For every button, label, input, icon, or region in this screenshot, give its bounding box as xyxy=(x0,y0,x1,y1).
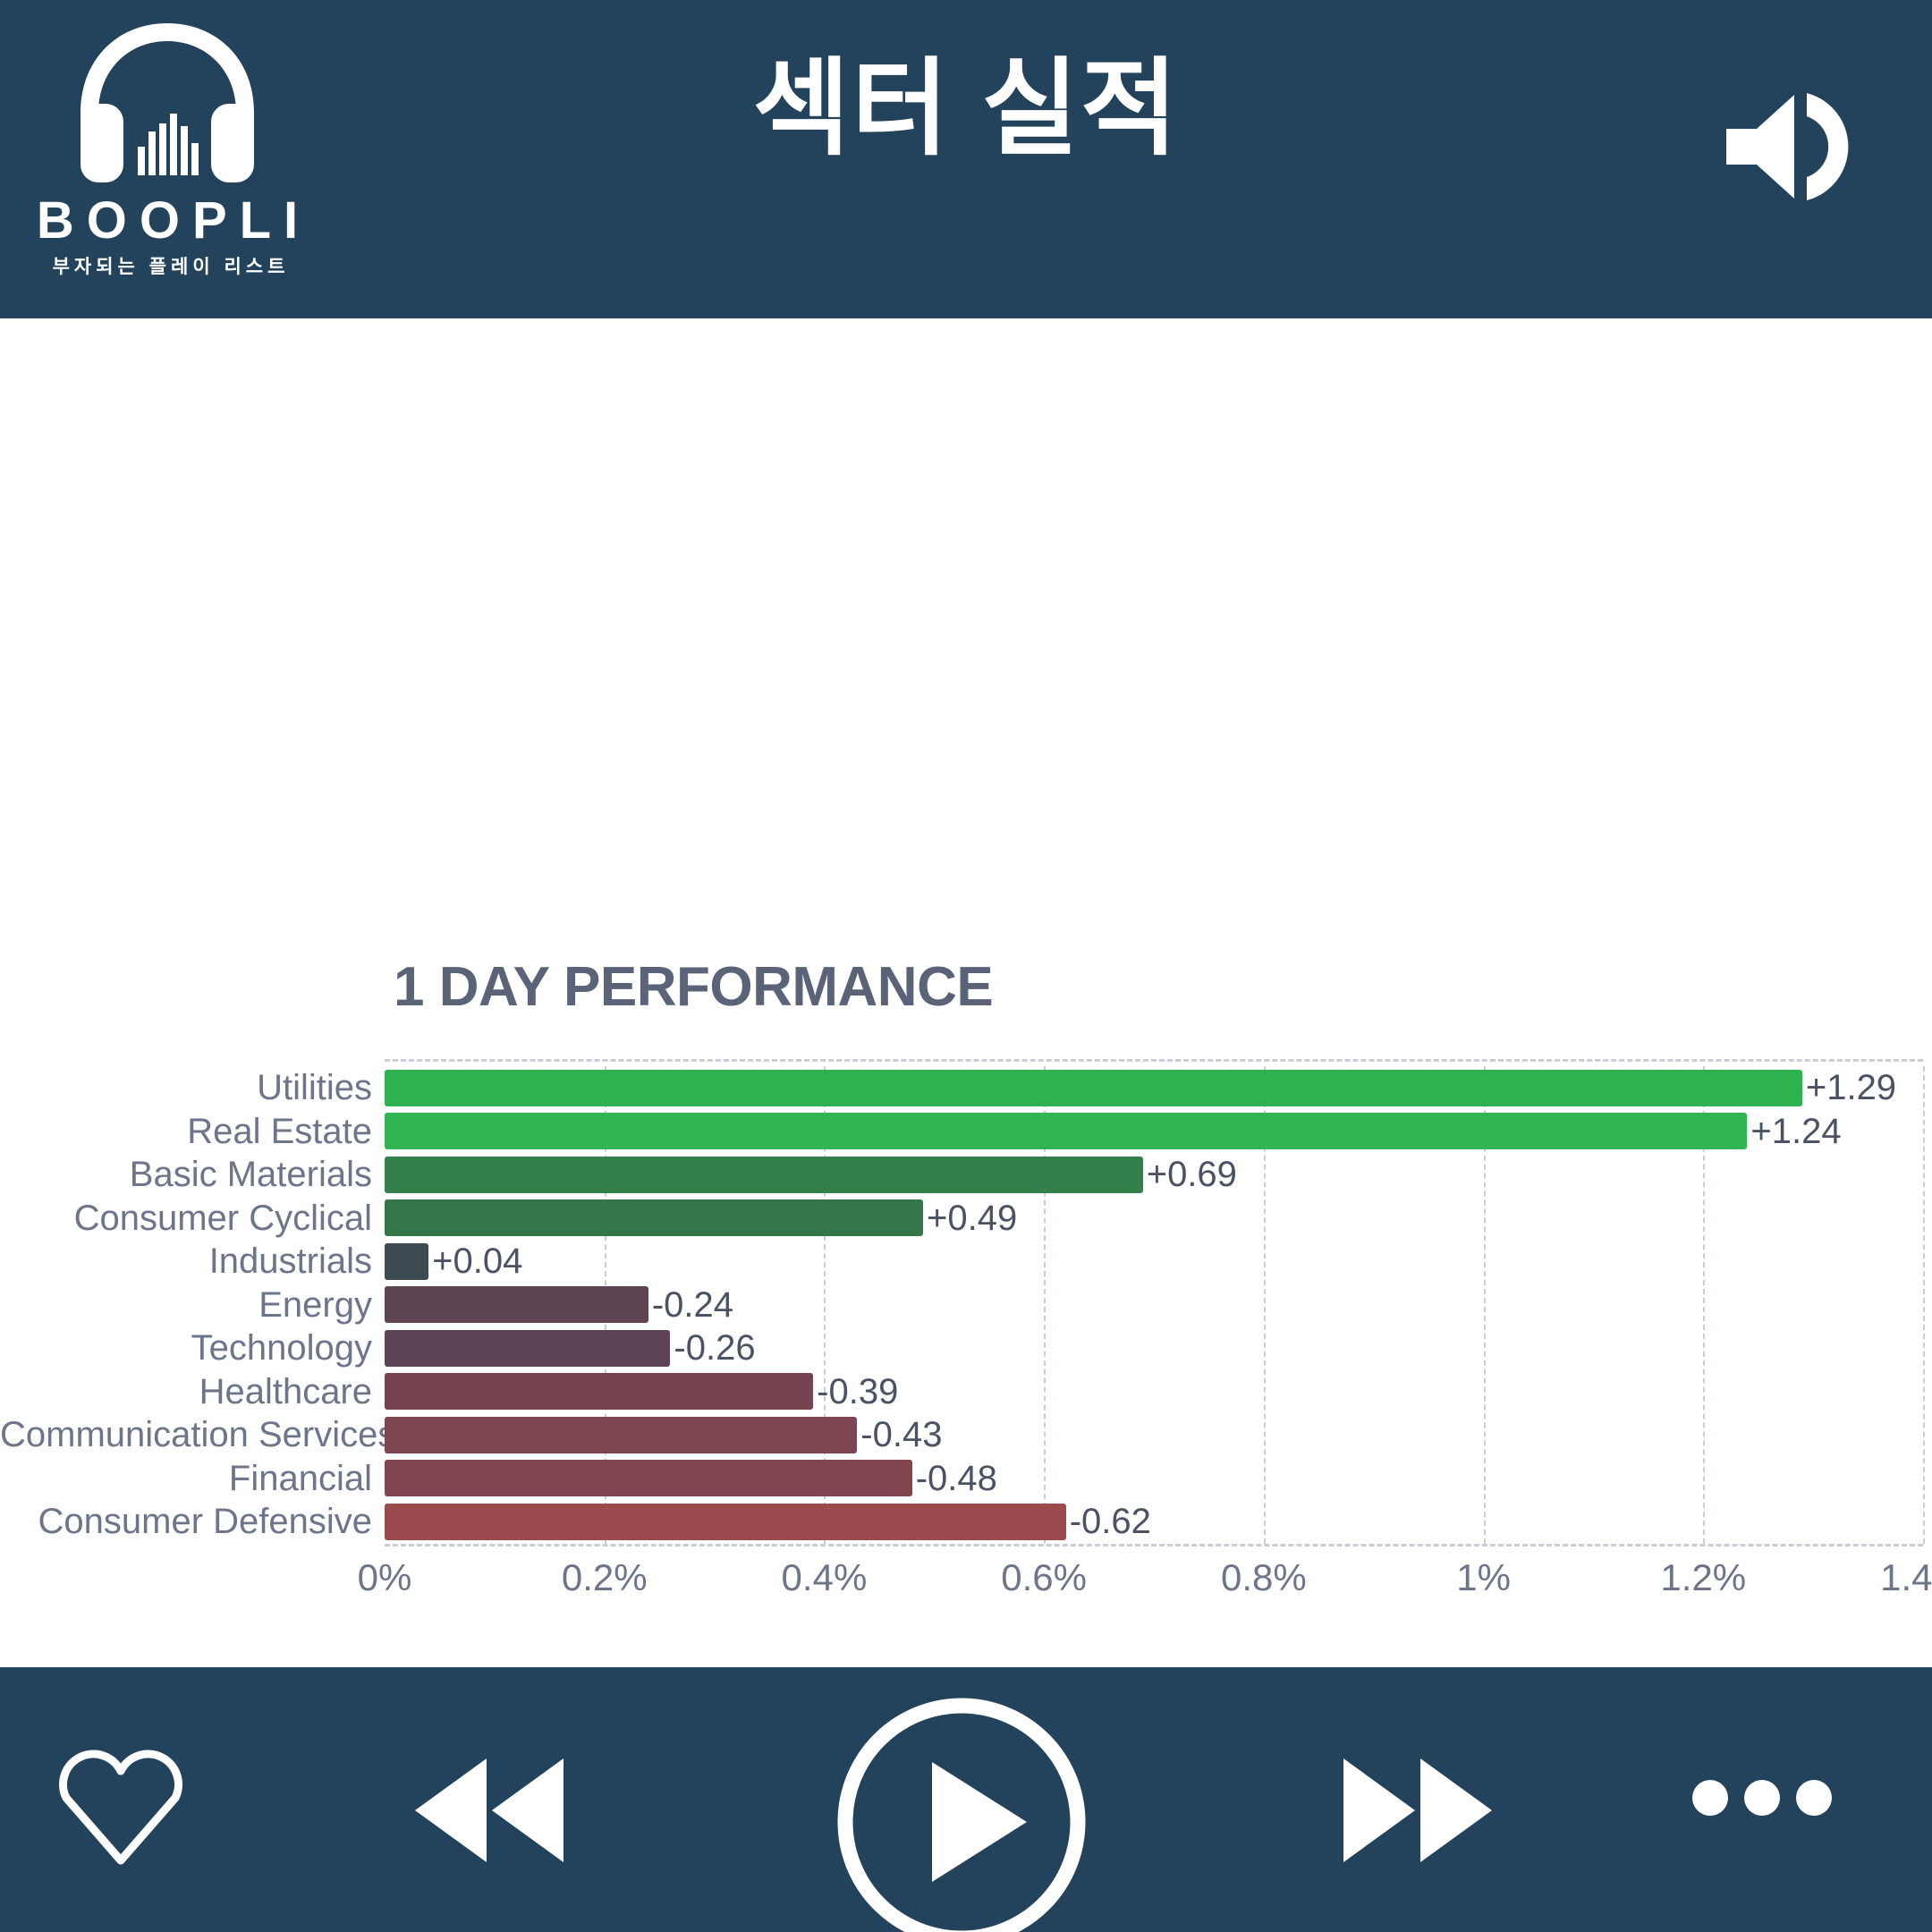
bar-track: -0.24 xyxy=(385,1284,1932,1327)
headphones-logo-icon xyxy=(80,23,254,182)
bar-value-label: -0.24 xyxy=(651,1284,734,1325)
bar-track: -0.48 xyxy=(385,1457,1932,1501)
bar[interactable] xyxy=(385,1373,814,1411)
bar-category-label: Consumer Cyclical xyxy=(73,1198,372,1238)
bar-category-label: Energy xyxy=(258,1284,372,1325)
previous-button[interactable] xyxy=(413,1757,565,1864)
bar-value-label: +1.24 xyxy=(1750,1111,1842,1151)
bar[interactable] xyxy=(385,1329,671,1367)
bar-category-label: Basic Materials xyxy=(129,1155,372,1195)
like-button[interactable] xyxy=(54,1746,188,1867)
volume-button[interactable] xyxy=(1719,84,1862,209)
bar-category-label: Healthcare xyxy=(199,1371,372,1411)
bar-row[interactable]: Consumer Defensive -0.62 xyxy=(0,1500,1932,1544)
gridline xyxy=(1044,1066,1046,1544)
performance-chart: 1 DAY PERFORMANCE Utilities +1.29 Real Est… xyxy=(0,318,1932,1667)
plot-top-border xyxy=(385,1059,1923,1062)
plot-area: Utilities +1.29 Real Estate +1.24 Basic Mate… xyxy=(0,1059,1932,1598)
bar-row[interactable]: Consumer Cyclical +0.49 xyxy=(0,1197,1932,1241)
bar-track: -0.62 xyxy=(385,1500,1932,1544)
next-button[interactable] xyxy=(1342,1757,1494,1864)
bar-track: +0.49 xyxy=(385,1197,1932,1241)
bar-track: +0.04 xyxy=(385,1240,1932,1284)
brand-name: BOOPLI xyxy=(36,191,311,250)
x-axis-tick: 1.4% xyxy=(1880,1556,1932,1598)
play-button[interactable] xyxy=(832,1692,1091,1932)
x-axis-tick: 1% xyxy=(1456,1556,1511,1598)
speaker-volume-icon xyxy=(1726,93,1849,200)
bar-value-label: -0.43 xyxy=(860,1415,943,1455)
bar[interactable] xyxy=(385,1503,1066,1540)
more-button[interactable] xyxy=(1690,1780,1834,1816)
bar-row[interactable]: Real Estate +1.24 xyxy=(0,1110,1932,1154)
bar-value-label: +1.29 xyxy=(1805,1068,1897,1108)
bar[interactable] xyxy=(385,1113,1748,1150)
bar-category-label: Financial xyxy=(228,1458,372,1498)
bar-value-label: -0.48 xyxy=(915,1458,997,1498)
player-controls xyxy=(0,1667,1932,1932)
bar[interactable] xyxy=(385,1242,429,1280)
chart-title: 1 DAY PERFORMANCE xyxy=(394,956,994,1018)
page-title: 섹터 실적 xyxy=(752,50,1180,168)
gridline xyxy=(824,1066,826,1544)
bar-track: -0.39 xyxy=(385,1370,1932,1414)
brand-logo: BOOPLI 부자되는 플레이 리스트 xyxy=(20,13,315,276)
bar[interactable] xyxy=(385,1416,858,1453)
x-axis: 0% 0.2% 0.4% 0.6% 0.8% 1% 1.2% 1.4% xyxy=(358,1556,1932,1610)
gridline xyxy=(1263,1066,1266,1544)
bar-row[interactable]: Technology -0.26 xyxy=(0,1326,1932,1370)
bar-category-label: Communication Services xyxy=(0,1415,396,1455)
bar-value-label: -0.39 xyxy=(817,1371,899,1411)
bar-row[interactable]: Financial -0.48 xyxy=(0,1457,1932,1501)
ellipsis-icon xyxy=(1692,1780,1832,1816)
bar[interactable] xyxy=(385,1460,912,1497)
gridline xyxy=(1923,1066,1925,1544)
fast-forward-icon xyxy=(1343,1758,1492,1862)
bar-value-label: +0.04 xyxy=(432,1241,523,1282)
x-axis-tick: 0% xyxy=(357,1556,412,1598)
bar-track: -0.26 xyxy=(385,1326,1932,1370)
bar[interactable] xyxy=(385,1156,1143,1193)
bar-row[interactable]: Healthcare -0.39 xyxy=(0,1370,1932,1414)
gridline xyxy=(1703,1066,1706,1544)
plot-bottom-border xyxy=(385,1544,1923,1546)
bar[interactable] xyxy=(385,1199,923,1237)
rewind-icon xyxy=(415,1758,564,1862)
x-axis-tick: 0.2% xyxy=(561,1556,648,1598)
bar-row[interactable]: Industrials +0.04 xyxy=(0,1240,1932,1284)
bar-rows: Utilities +1.29 Real Estate +1.24 Basic Mate… xyxy=(0,1066,1932,1544)
bar-category-label: Technology xyxy=(191,1328,372,1368)
bar-track: -0.43 xyxy=(385,1413,1932,1457)
chart-body: 1 DAY PERFORMANCE Utilities +1.29 Real Est… xyxy=(0,318,1932,1667)
x-axis-tick: 0.4% xyxy=(781,1556,868,1598)
bar-row[interactable]: Basic Materials +0.69 xyxy=(0,1153,1932,1197)
bar-category-label: Real Estate xyxy=(187,1111,372,1151)
bar-category-label: Industrials xyxy=(208,1241,372,1282)
x-axis-tick: 1.2% xyxy=(1660,1556,1747,1598)
bar-value-label: +0.49 xyxy=(927,1198,1018,1238)
bar[interactable] xyxy=(385,1069,1802,1106)
play-circle-icon xyxy=(837,1698,1086,1932)
bar-category-label: Consumer Defensive xyxy=(38,1502,373,1542)
heart-icon xyxy=(59,1750,182,1865)
x-axis-tick: 0.8% xyxy=(1220,1556,1307,1598)
bar-row[interactable]: Energy -0.24 xyxy=(0,1284,1932,1327)
app-header: BOOPLI 부자되는 플레이 리스트 섹터 실적 xyxy=(0,0,1932,318)
bar-track: +0.69 xyxy=(385,1153,1932,1197)
bar-track: +1.24 xyxy=(385,1110,1932,1154)
bar-value-label: -0.62 xyxy=(1069,1502,1151,1542)
x-axis-tick: 0.6% xyxy=(1001,1556,1088,1598)
bar-track: +1.29 xyxy=(385,1066,1932,1110)
bar-row[interactable]: Utilities +1.29 xyxy=(0,1066,1932,1110)
brand-tagline: 부자되는 플레이 리스트 xyxy=(52,257,290,277)
bar-value-label: +0.69 xyxy=(1146,1155,1237,1195)
bar-category-label: Utilities xyxy=(257,1068,372,1108)
bar[interactable] xyxy=(385,1286,648,1324)
gridline xyxy=(1483,1066,1486,1544)
bar-row[interactable]: Communication Services -0.43 xyxy=(0,1413,1932,1457)
bar-value-label: -0.26 xyxy=(674,1328,756,1368)
